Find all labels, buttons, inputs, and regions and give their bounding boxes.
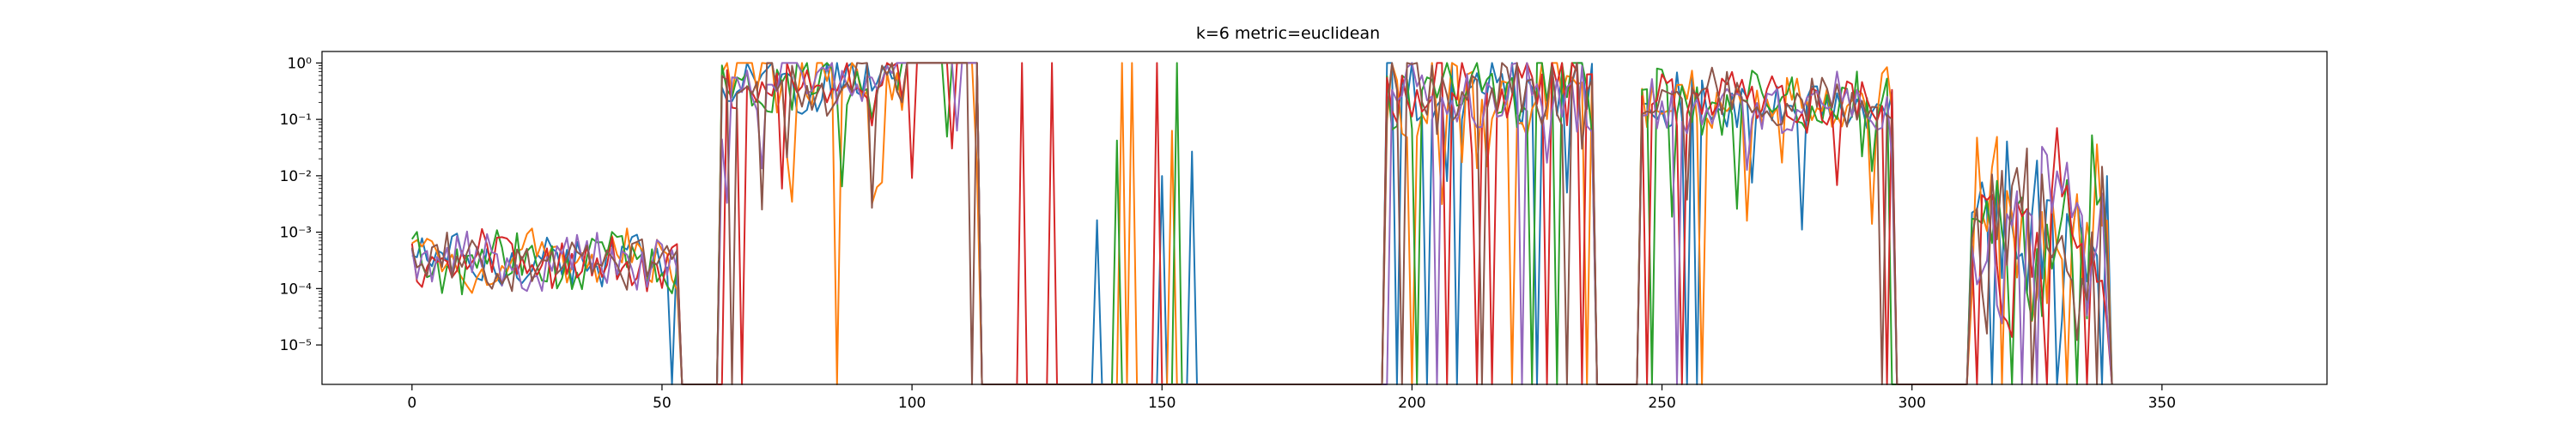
series-line-3 [410, 62, 2113, 385]
x-tick-label: 100 [898, 395, 926, 412]
series-layer [410, 62, 2113, 385]
y-tick-label: 10⁻⁵ [280, 337, 312, 354]
x-tick-label: 50 [653, 395, 671, 412]
x-tick-label: 300 [1898, 395, 1925, 412]
x-tick-label: 200 [1398, 395, 1425, 412]
series-line-1 [411, 62, 2113, 385]
y-tick-label: 10⁰ [288, 55, 313, 72]
y-axis: 10⁻⁵ 10⁻⁴ 10⁻³ 10⁻² 10⁻¹ 10⁰ [280, 55, 322, 354]
y-tick-label: 10⁻³ [280, 225, 312, 242]
series-line-5 [410, 62, 2113, 385]
x-tick-label: 150 [1148, 395, 1176, 412]
y-tick-label: 10⁻¹ [280, 112, 312, 129]
chart-title: k=6 metric=euclidean [1196, 24, 1380, 43]
x-tick-label: 0 [407, 395, 416, 412]
plot-frame [321, 51, 2328, 385]
x-axis: 0 50 100 150 200 250 300 350 [407, 384, 2176, 412]
series-line-4 [410, 62, 2113, 385]
series-line-6 [410, 62, 2113, 385]
series-line-2 [411, 62, 2113, 385]
y-tick-label: 10⁻⁴ [280, 281, 313, 298]
x-tick-label: 250 [1648, 395, 1675, 412]
y-tick-label: 10⁻² [280, 168, 312, 185]
x-tick-label: 350 [2148, 395, 2176, 412]
